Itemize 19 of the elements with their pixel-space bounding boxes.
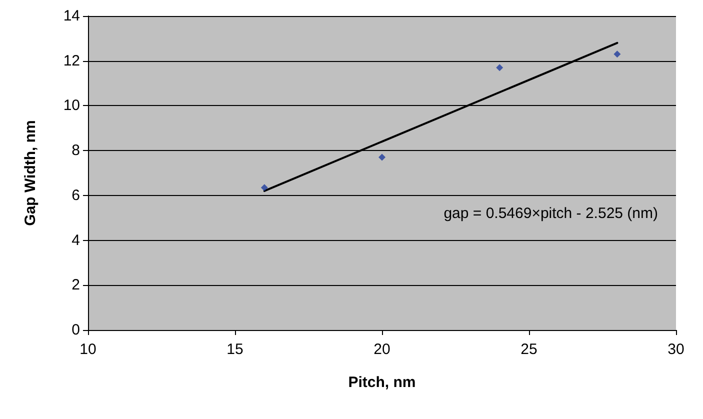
y-tick-label: 0: [72, 322, 80, 338]
y-tick-label: 2: [72, 276, 80, 294]
x-tick-label: 30: [668, 341, 684, 358]
y-tick-label: 4: [72, 232, 80, 249]
y-tick-label: 10: [63, 97, 80, 114]
x-tick-label: 25: [520, 341, 538, 358]
x-axis-title: Pitch, nm: [348, 374, 416, 391]
y-axis-title: Gap Width, nm: [22, 120, 39, 226]
y-tick-label: 14: [63, 8, 80, 24]
y-tick-label: 6: [72, 186, 80, 204]
point: [496, 64, 504, 72]
point: [260, 184, 268, 192]
x-tick-label: 15: [226, 341, 244, 358]
point: [378, 154, 386, 161]
y-tick-label: 12: [63, 52, 80, 70]
annotation: gap = 0.5469×pitch - 2.525 (nm): [444, 205, 658, 222]
y-tick-label: 8: [72, 142, 80, 160]
point: [614, 50, 621, 58]
x-tick-label: 20: [374, 341, 390, 358]
